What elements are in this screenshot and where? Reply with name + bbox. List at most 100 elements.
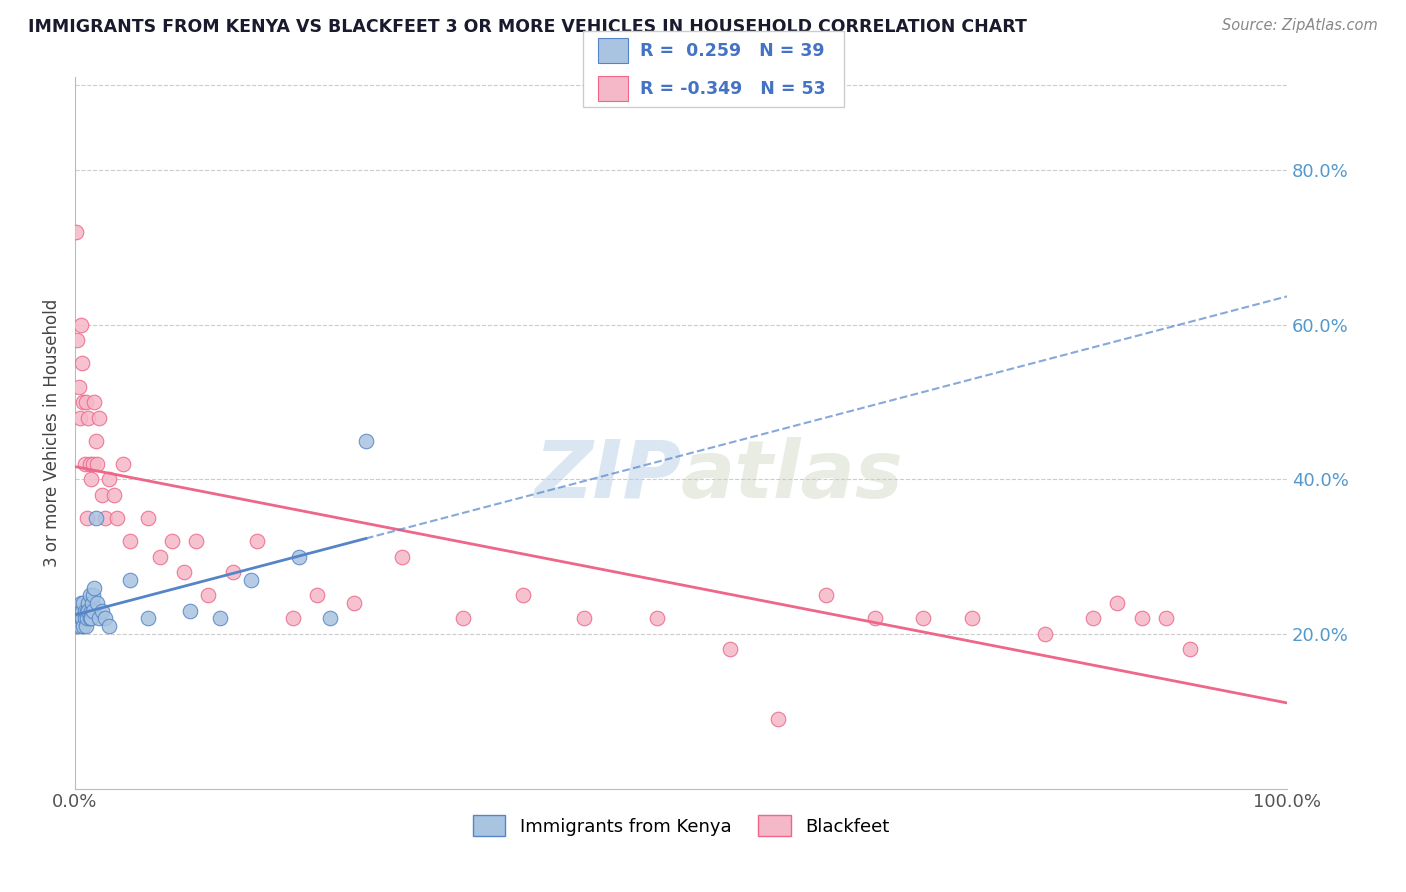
Point (149, 549, 172, 564)
Point (80, 604, 103, 618)
Point (1107, 596, 1129, 610)
Point (65, 225, 87, 239)
Y-axis label: 3 or more Vehicles in Household: 3 or more Vehicles in Household (44, 299, 60, 567)
Point (160, 534, 183, 549)
Point (72, 356, 94, 370)
Point (179, 604, 201, 618)
Point (94, 611, 117, 625)
Text: R = -0.349   N = 53: R = -0.349 N = 53 (640, 79, 825, 97)
Point (73, 457, 96, 471)
Point (1033, 627, 1056, 641)
Point (83, 581, 105, 595)
Point (82, 604, 104, 618)
Point (72, 611, 94, 625)
Point (391, 549, 413, 564)
Point (136, 511, 159, 525)
Point (67, 604, 90, 618)
Point (354, 434, 377, 448)
Point (77, 604, 100, 618)
Point (73, 604, 96, 618)
Point (70, 318, 93, 332)
Text: R =  0.259   N = 39: R = 0.259 N = 39 (640, 42, 824, 60)
Point (76, 604, 98, 618)
Point (65, 619, 87, 633)
Point (1130, 611, 1153, 625)
Point (84, 434, 107, 448)
Text: atlas: atlas (681, 437, 904, 515)
Point (79, 588, 101, 602)
Point (136, 611, 159, 625)
Point (82, 457, 104, 471)
Point (221, 565, 243, 579)
Point (82, 588, 104, 602)
Point (1154, 611, 1177, 625)
Point (451, 611, 474, 625)
Point (70, 611, 93, 625)
Point (112, 457, 135, 471)
Point (1178, 642, 1201, 657)
Point (97, 472, 120, 486)
Point (645, 611, 668, 625)
Point (75, 619, 97, 633)
Point (66, 611, 89, 625)
Point (73, 611, 96, 625)
Point (512, 588, 534, 602)
Legend: Immigrants from Kenya, Blackfeet: Immigrants from Kenya, Blackfeet (465, 808, 897, 844)
Point (94, 511, 117, 525)
Point (572, 611, 595, 625)
Point (90, 488, 112, 502)
Point (77, 410, 100, 425)
Point (72, 619, 94, 633)
Point (246, 534, 269, 549)
Point (186, 534, 208, 549)
Point (70, 596, 93, 610)
Point (76, 611, 98, 625)
Point (89, 611, 111, 625)
Point (118, 534, 141, 549)
Point (107, 511, 129, 525)
Point (76, 511, 98, 525)
Point (118, 573, 141, 587)
Point (815, 588, 838, 602)
Point (83, 395, 105, 409)
Point (90, 604, 112, 618)
Point (103, 488, 125, 502)
Point (86, 596, 108, 610)
Point (960, 611, 983, 625)
Point (863, 611, 886, 625)
Point (209, 611, 232, 625)
Point (283, 611, 305, 625)
Point (318, 611, 340, 625)
Point (1081, 611, 1104, 625)
Point (86, 457, 108, 471)
Point (66, 333, 89, 347)
Point (288, 549, 311, 564)
Point (72, 604, 94, 618)
Point (69, 619, 91, 633)
Text: IMMIGRANTS FROM KENYA VS BLACKFEET 3 OR MORE VEHICLES IN HOUSEHOLD CORRELATION C: IMMIGRANTS FROM KENYA VS BLACKFEET 3 OR … (28, 18, 1026, 36)
Point (766, 712, 789, 726)
Point (912, 611, 935, 625)
Text: Source: ZipAtlas.com: Source: ZipAtlas.com (1222, 18, 1378, 33)
Point (80, 596, 103, 610)
Point (80, 611, 103, 625)
Point (718, 642, 741, 657)
Point (89, 410, 111, 425)
Point (173, 565, 195, 579)
Point (72, 596, 94, 610)
Point (79, 457, 101, 471)
Point (72, 395, 94, 409)
Point (197, 588, 219, 602)
Point (67, 379, 90, 393)
Point (69, 410, 91, 425)
Point (239, 573, 262, 587)
Point (343, 596, 366, 610)
Text: ZIP: ZIP (534, 437, 681, 515)
Point (75, 395, 97, 409)
Point (307, 588, 329, 602)
Point (84, 511, 107, 525)
Point (80, 472, 103, 486)
Point (79, 611, 101, 625)
Point (97, 619, 120, 633)
Point (77, 596, 100, 610)
